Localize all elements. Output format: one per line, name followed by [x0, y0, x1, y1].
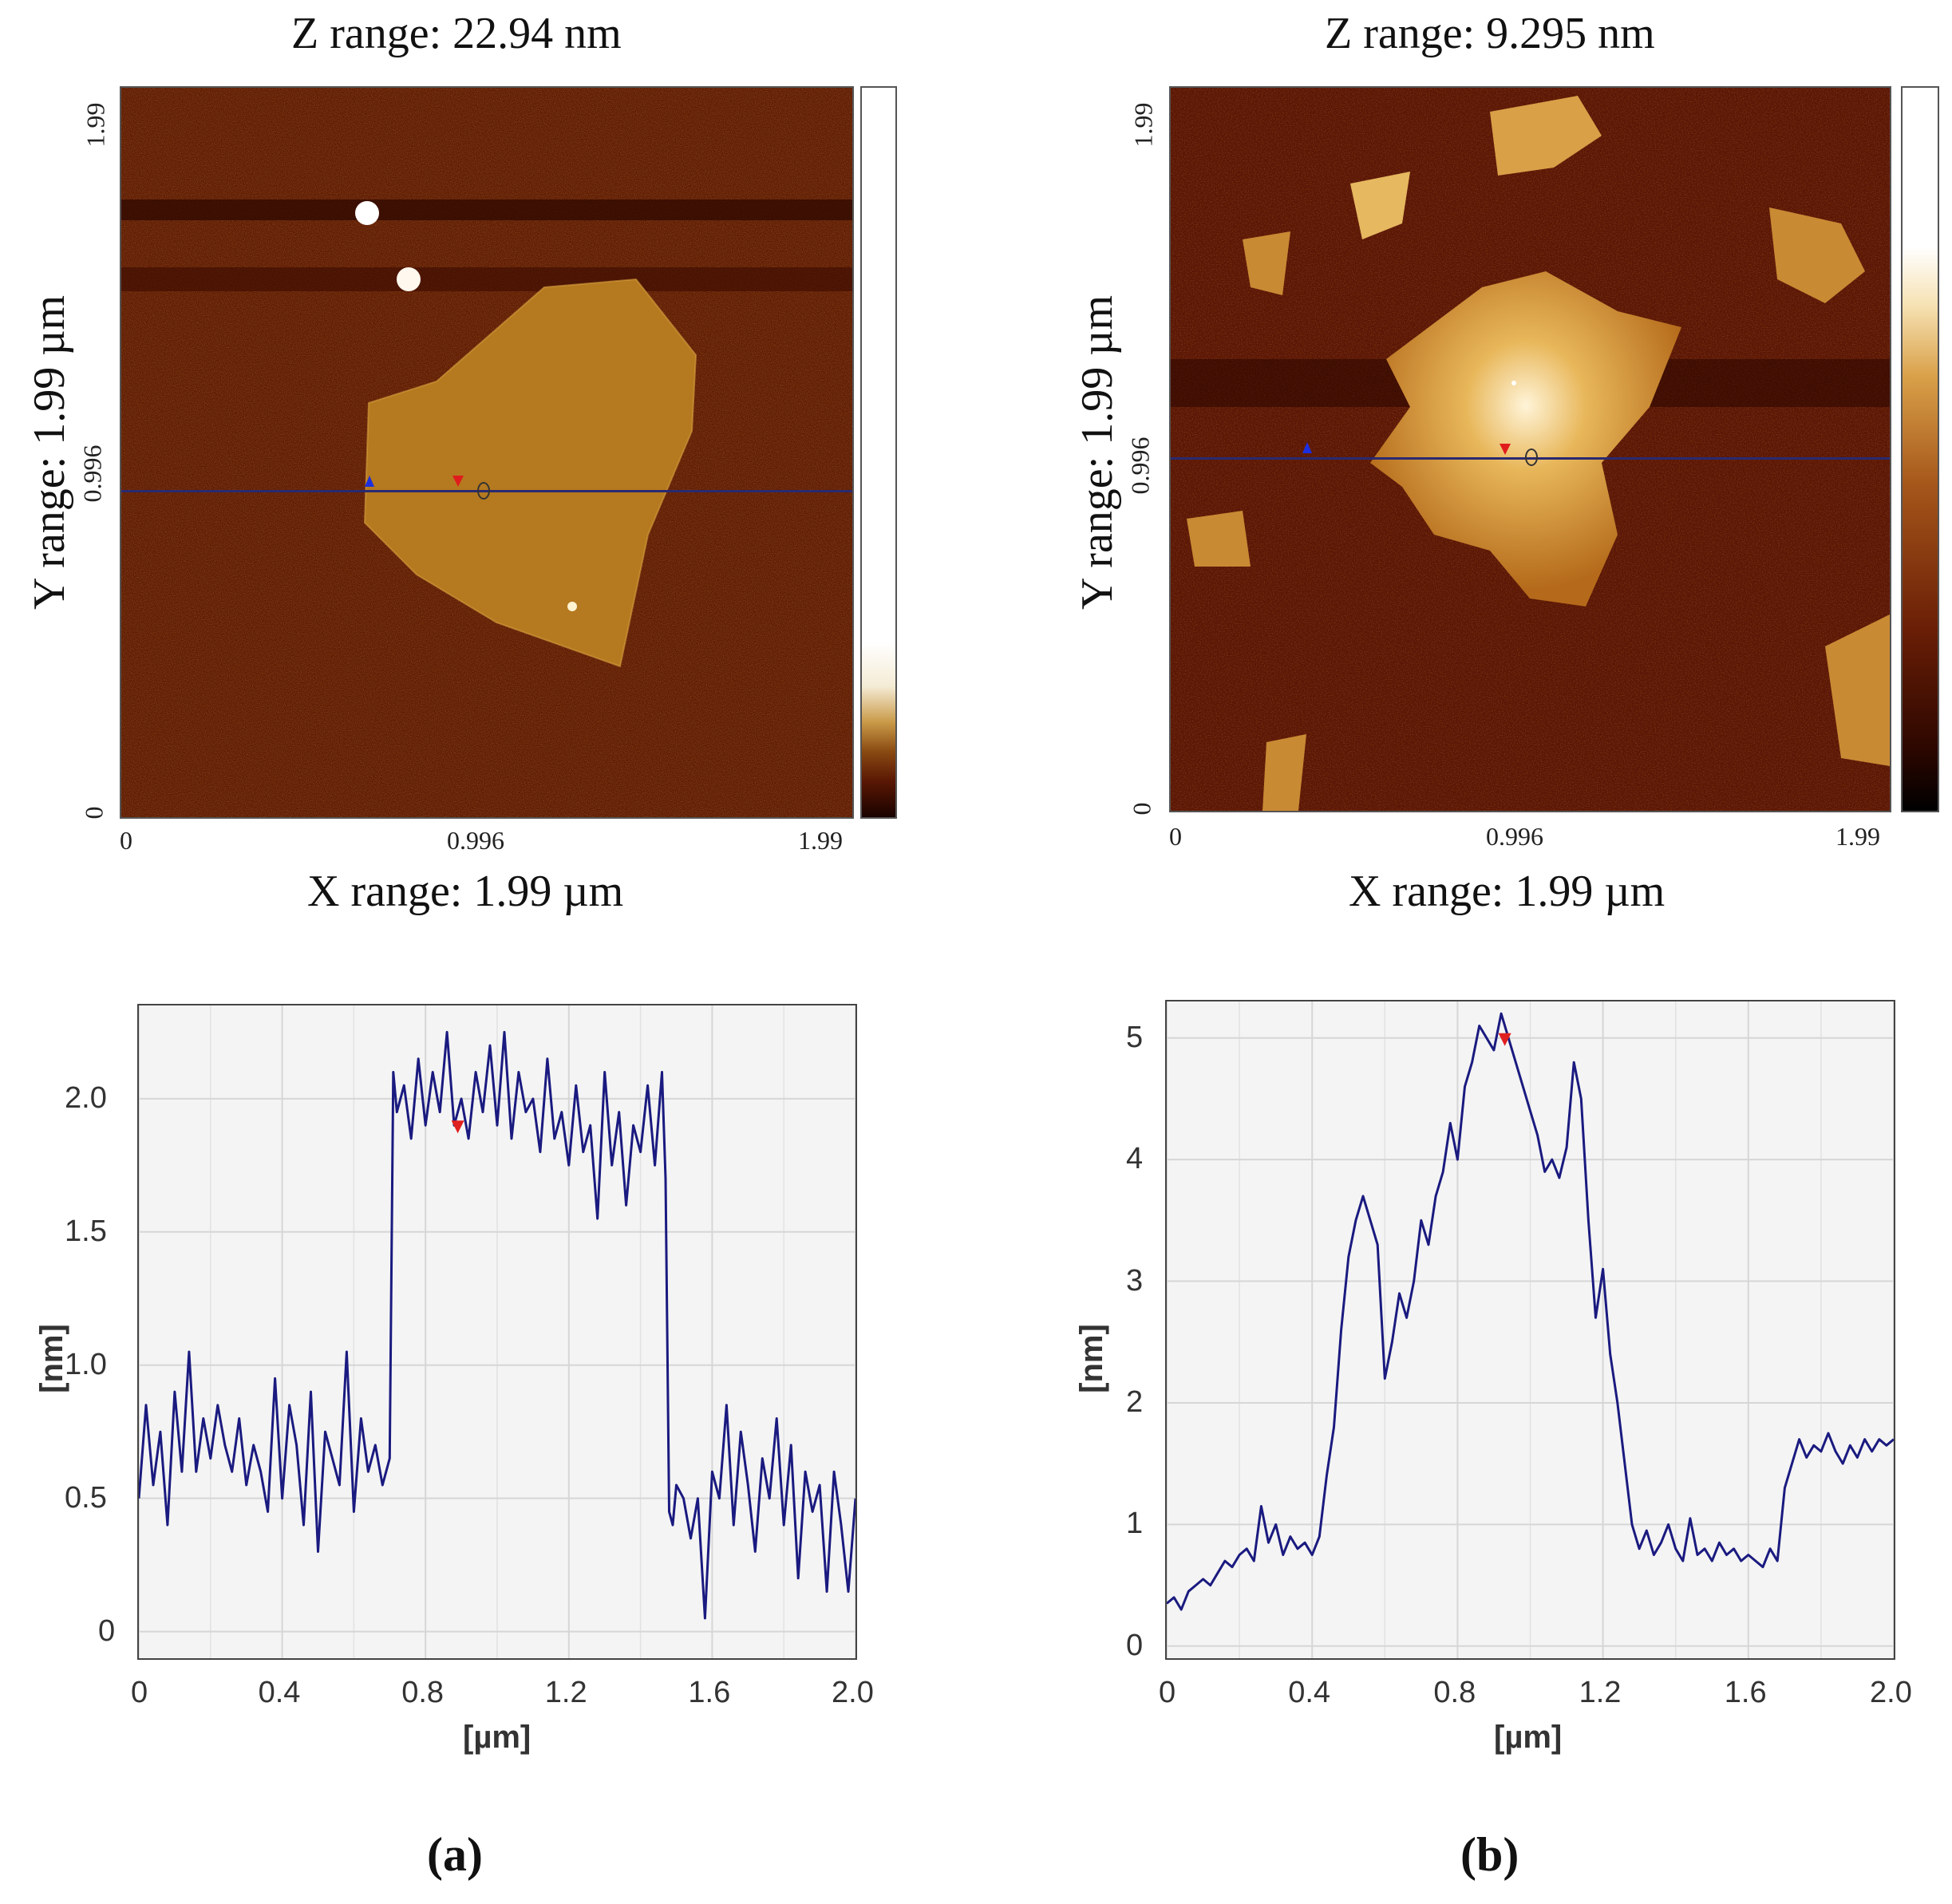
profile-y-tick-label: 2.0 [65, 1080, 107, 1115]
left-y-tick-0: 0 [79, 806, 109, 820]
right-afm-image [1169, 86, 1891, 812]
profile-y-tick-label: 3 [1126, 1263, 1144, 1298]
right-y-range: Y range: 1.99 µm [1073, 294, 1123, 610]
left-afm-image [120, 86, 854, 819]
profile-y-tick-label: 1.0 [65, 1347, 107, 1381]
left-marker-red [452, 476, 464, 487]
profile-y-tick-label: 1.5 [65, 1214, 107, 1248]
profile-x-tick-label: 1.6 [1724, 1676, 1767, 1709]
left-y-tick-mid: 0.996 [77, 444, 107, 503]
profile-y-tick-label: 0 [1126, 1628, 1144, 1662]
right-z-range: Z range: 9.295 nm [1325, 9, 1655, 58]
profile-y-tick-label: 4 [1126, 1142, 1144, 1176]
left-profile-svg [137, 1005, 857, 1658]
left-profile-xlabel: [µm] [463, 1720, 531, 1755]
right-y-tick-mid: 0.996 [1125, 436, 1155, 495]
left-x-tick-0: 0 [120, 826, 132, 855]
profile-x-tick-label: 0.8 [401, 1676, 445, 1709]
right-profile-svg [1166, 1001, 1895, 1658]
right-marker-red [1500, 444, 1511, 455]
profile-y-tick-label: 5 [1126, 1020, 1144, 1054]
right-profile-xlabel: [µm] [1494, 1720, 1563, 1755]
profile-x-tick-label: 0 [1159, 1676, 1176, 1709]
profile-x-tick-label: 0 [131, 1676, 148, 1709]
right-profile-ylabel: [nm] [1073, 1324, 1109, 1393]
right-colorbar [1901, 86, 1939, 812]
left-y-tick-max: 1.99 [81, 102, 110, 148]
left-profile-plot [137, 1004, 857, 1660]
height-profile-line [1166, 1012, 1895, 1611]
right-cursor-icon [1525, 448, 1538, 466]
profile-x-tick-label: 2.0 [1870, 1676, 1912, 1709]
left-y-range: Y range: 1.99 µm [25, 294, 75, 610]
left-profile-ylabel: [nm] [34, 1324, 69, 1393]
right-profile-plot [1165, 1000, 1895, 1660]
profile-x-tick-label: 1.2 [544, 1676, 587, 1709]
profile-x-tick-label: 0.4 [258, 1676, 301, 1709]
profile-x-tick-label: 2.0 [832, 1676, 874, 1709]
graphene-flake [365, 279, 696, 666]
left-z-range: Z range: 22.94 nm [291, 9, 622, 58]
profile-y-tick-label: 0.5 [65, 1480, 107, 1515]
left-x-tick-mid: 0.996 [447, 826, 504, 855]
profile-y-tick-label: 2 [1126, 1385, 1144, 1419]
panel-label-a: (a) [427, 1828, 483, 1881]
left-marker-blue [365, 476, 374, 487]
height-profile-line [137, 1030, 857, 1620]
right-x-tick-mid: 0.996 [1486, 822, 1543, 851]
profile-x-tick-label: 0.4 [1288, 1676, 1331, 1709]
profile-x-tick-label: 1.2 [1579, 1676, 1622, 1709]
right-x-tick-0: 0 [1169, 822, 1182, 851]
profile-cursor-marker [1498, 1033, 1511, 1046]
profile-x-tick-label: 1.6 [688, 1676, 731, 1709]
right-y-tick-0: 0 [1127, 802, 1156, 816]
right-x-tick-max: 1.99 [1835, 822, 1880, 851]
left-x-tick-max: 1.99 [798, 826, 843, 855]
left-colorbar [860, 86, 897, 819]
profile-y-tick-label: 0 [98, 1614, 116, 1648]
right-marker-blue [1302, 442, 1312, 453]
left-x-range: X range: 1.99 µm [307, 867, 624, 916]
right-x-range: X range: 1.99 µm [1349, 867, 1666, 916]
left-afm-surface [121, 88, 852, 817]
left-cursor-icon [477, 482, 490, 500]
profile-y-tick-label: 1 [1126, 1507, 1144, 1541]
panel-label-b: (b) [1460, 1828, 1519, 1881]
right-y-tick-max: 1.99 [1128, 102, 1158, 148]
profile-x-tick-label: 0.8 [1433, 1676, 1476, 1709]
profile-cursor-marker [451, 1120, 464, 1134]
